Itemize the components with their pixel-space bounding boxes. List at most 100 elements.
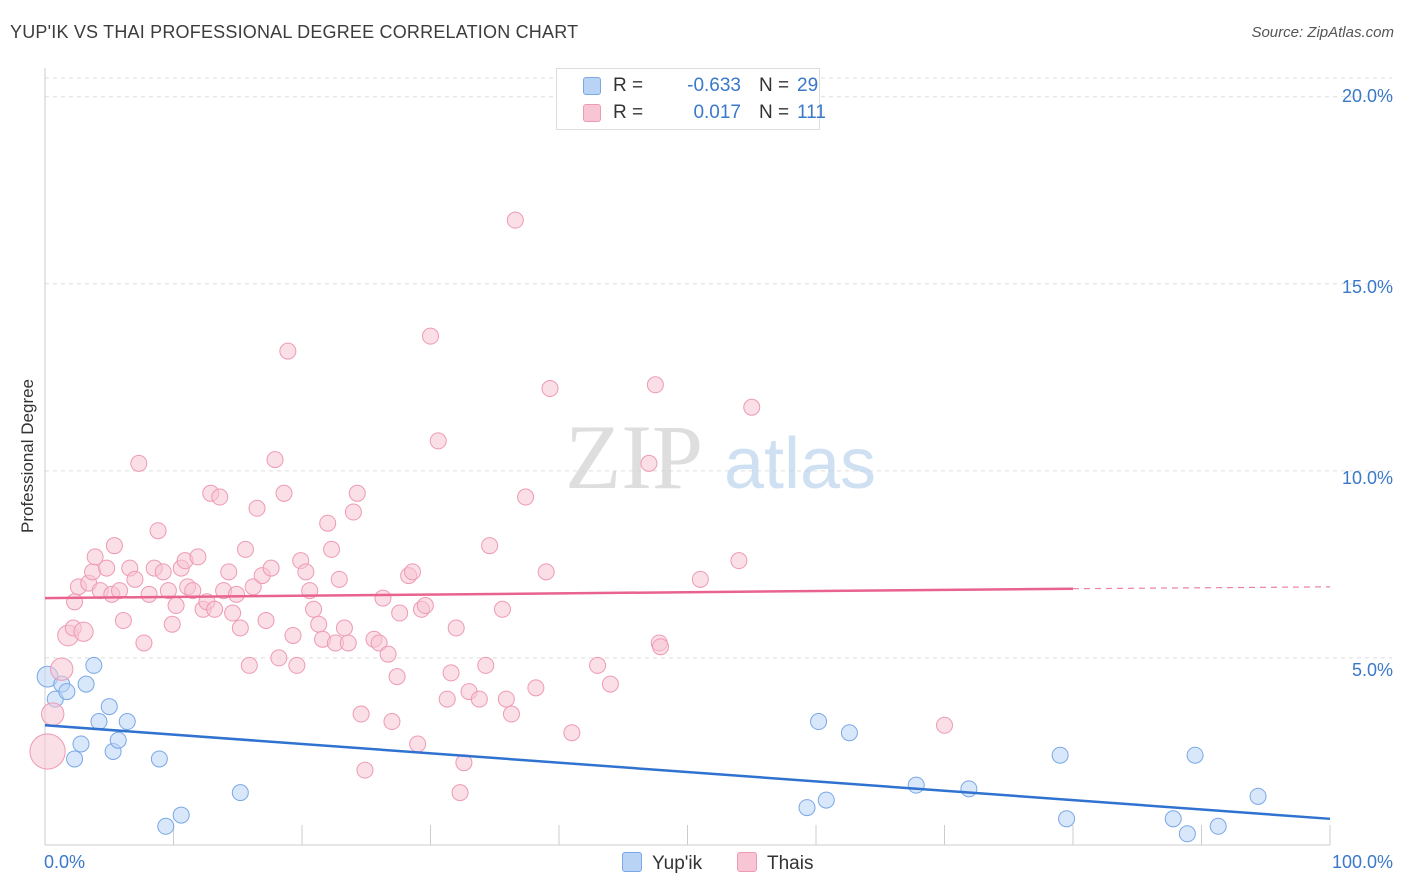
thai-point — [227, 585, 245, 603]
thai-point — [477, 656, 495, 674]
n-value: 111 — [797, 102, 826, 123]
thai-point — [140, 585, 158, 603]
thai-point — [288, 656, 306, 674]
thai-point — [319, 514, 337, 532]
thai-point — [126, 570, 144, 588]
thai-point — [240, 656, 258, 674]
thai-point — [502, 705, 520, 723]
thai-point — [348, 484, 366, 502]
thai-point — [404, 563, 422, 581]
thai-point — [541, 380, 559, 398]
thai-point — [163, 615, 181, 633]
thai-point — [409, 735, 427, 753]
thai-point — [451, 784, 469, 802]
thai-point — [231, 619, 249, 637]
thai-point — [130, 454, 148, 472]
legend-item-yupik: Yup'ik — [622, 852, 702, 875]
thai-point — [323, 540, 341, 558]
yupik-point — [231, 784, 249, 802]
trend-lines — [44, 586, 1331, 821]
yupik-point — [810, 713, 828, 731]
thai-point — [601, 675, 619, 693]
yupik-point — [100, 698, 118, 716]
thai-point — [262, 559, 280, 577]
thai-point — [481, 537, 499, 555]
yupik-point — [840, 724, 858, 742]
thai-point — [275, 484, 293, 502]
yupik-point — [58, 683, 76, 701]
thai-point — [374, 589, 392, 607]
gridlines — [45, 77, 1392, 659]
thai-point — [297, 563, 315, 581]
thai-point — [29, 733, 66, 770]
thai-point — [335, 619, 353, 637]
thai-point — [936, 716, 953, 734]
thai-point — [370, 634, 388, 652]
thai-point — [167, 597, 185, 615]
thai-trend-line — [44, 587, 1074, 600]
yupik-point — [118, 713, 136, 731]
thai-point — [236, 540, 254, 558]
thai-point — [646, 376, 664, 394]
chart-title: YUP'IK VS THAI PROFESSIONAL DEGREE CORRE… — [10, 22, 579, 42]
thai-point — [383, 713, 401, 731]
yupik-point — [85, 656, 103, 674]
thai-point — [248, 499, 266, 517]
thai-point — [589, 656, 607, 674]
n-value: 29 — [797, 75, 819, 96]
thai-point — [416, 597, 434, 615]
legend-label: Yup'ik — [652, 853, 703, 874]
thai-point — [73, 621, 94, 642]
data-points — [29, 211, 1267, 843]
stats-legend: R = -0.633 N = 29 R = 0.017 N = 111 — [556, 68, 826, 130]
y-tick-label: 20.0% — [1341, 86, 1393, 106]
thai-point — [257, 612, 275, 630]
thai-point — [50, 657, 74, 681]
y-tick-label: 10.0% — [1341, 468, 1393, 488]
thai-point — [114, 612, 132, 630]
thai-trend-extension — [1072, 586, 1331, 590]
thai-point — [211, 488, 229, 506]
source-note: Source: ZipAtlas.com — [1251, 24, 1394, 41]
thai-point — [206, 600, 224, 618]
thai-point — [149, 522, 167, 540]
thai-point — [84, 563, 102, 581]
r-value: -0.633 — [687, 75, 741, 96]
thai-point — [159, 582, 177, 600]
yupik-point — [72, 735, 90, 753]
yupik-point — [1209, 817, 1227, 835]
thai-point — [270, 649, 288, 667]
n-label: N = — [759, 102, 790, 123]
thai-point — [497, 690, 515, 708]
thai-point — [537, 563, 555, 581]
thai-point — [379, 645, 397, 663]
thai-point — [447, 619, 465, 637]
thai-point — [422, 327, 439, 345]
thai-point — [339, 634, 357, 652]
yupik-point — [798, 799, 816, 817]
yupik-point — [1164, 810, 1182, 828]
y-tick-label: 15.0% — [1341, 277, 1393, 297]
yupik-point — [907, 776, 925, 794]
thai-point — [691, 570, 709, 588]
thai-point — [652, 638, 670, 656]
thai-point — [442, 664, 460, 682]
yupik-point — [150, 750, 168, 768]
thai-point — [730, 552, 748, 570]
thai-point — [438, 690, 456, 708]
yupik-swatch — [622, 852, 642, 872]
thai-point — [244, 578, 262, 596]
thai-point — [154, 563, 172, 581]
thai-point — [344, 503, 362, 521]
yupik-point — [1249, 787, 1267, 805]
thai-point — [66, 593, 84, 611]
thai-point — [470, 690, 488, 708]
thai-point — [352, 705, 370, 723]
yupik-point — [1058, 810, 1076, 828]
watermark-atlas: atlas — [724, 424, 876, 504]
thai-point — [279, 342, 297, 360]
yupik-point — [1186, 746, 1204, 764]
x-tick-label: 100.0% — [1331, 852, 1393, 872]
thai-point — [41, 702, 65, 726]
